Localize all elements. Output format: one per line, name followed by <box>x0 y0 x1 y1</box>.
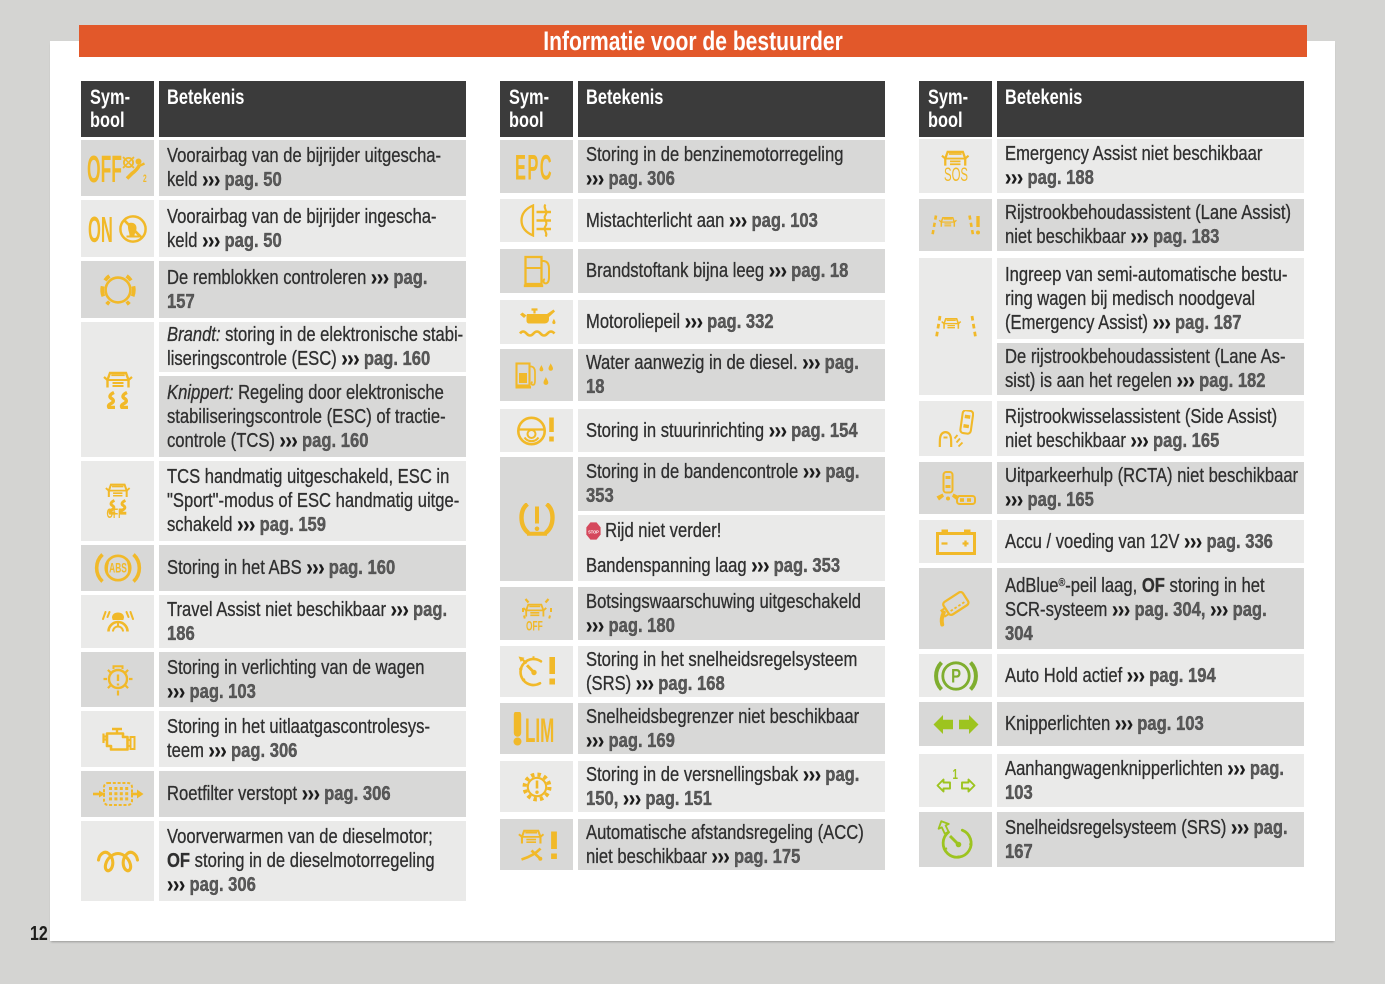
svg-text:LIM: LIM <box>525 712 554 746</box>
svg-text:STOP: STOP <box>588 528 599 533</box>
svg-text:EPC: EPC <box>515 154 553 180</box>
svg-text:1: 1 <box>952 766 957 783</box>
svg-text:SOS: SOS <box>943 165 967 182</box>
svg-text:OFF: OFF <box>106 507 123 519</box>
svg-text:(ABS): (ABS) <box>106 562 129 576</box>
svg-text:2: 2 <box>143 172 147 183</box>
svg-text:ON: ON <box>88 215 113 243</box>
svg-text:P: P <box>951 665 961 686</box>
svg-text:OFF: OFF <box>87 153 122 183</box>
svg-text:OFF: OFF <box>526 619 543 630</box>
